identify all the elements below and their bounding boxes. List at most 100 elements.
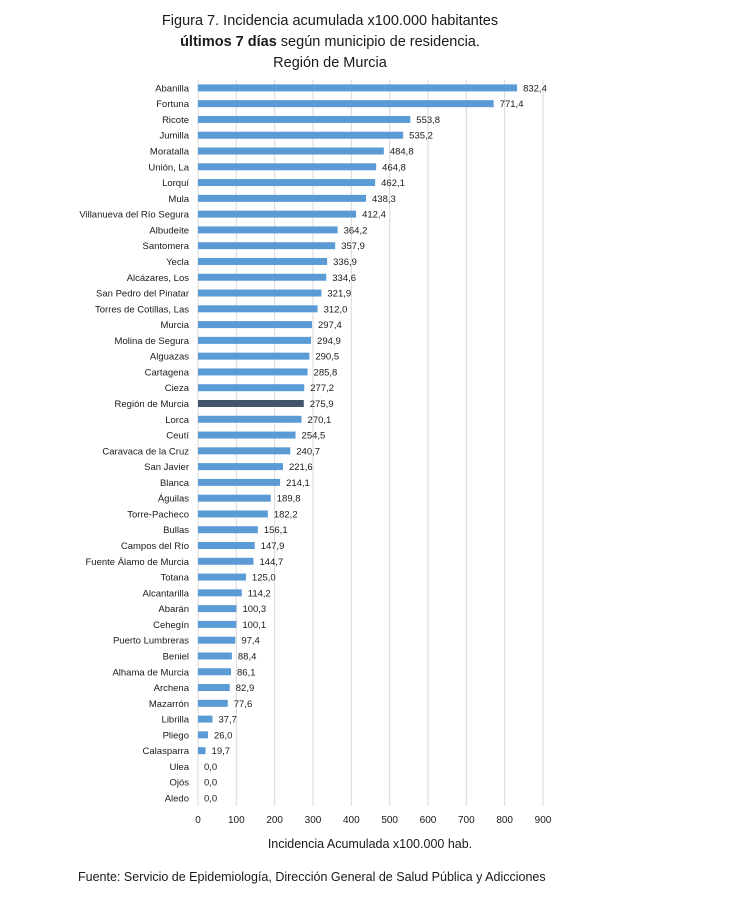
category-label: Moratalla bbox=[150, 147, 190, 158]
bar bbox=[198, 226, 338, 234]
category-label: Pliego bbox=[163, 730, 189, 741]
category-label: Abanilla bbox=[155, 83, 190, 94]
category-label: Albudeite bbox=[149, 225, 189, 236]
value-label: 285,8 bbox=[314, 367, 338, 378]
x-tick-label: 700 bbox=[458, 815, 475, 826]
bar bbox=[198, 510, 268, 518]
bar bbox=[198, 179, 376, 187]
value-label: 484,8 bbox=[390, 147, 414, 158]
bar bbox=[198, 305, 318, 313]
bar bbox=[198, 589, 242, 597]
x-tick-label: 500 bbox=[381, 815, 398, 826]
category-label: Cartagena bbox=[145, 367, 190, 378]
category-label: Lorca bbox=[165, 415, 189, 426]
gridlines bbox=[197, 80, 544, 806]
x-tick-label: 600 bbox=[420, 815, 437, 826]
value-label: 37,7 bbox=[218, 715, 237, 726]
bar bbox=[198, 478, 281, 486]
value-label: 464,8 bbox=[382, 162, 406, 173]
value-label: 832,4 bbox=[523, 83, 547, 94]
value-label: 294,9 bbox=[317, 336, 341, 347]
category-label: Fortuna bbox=[156, 99, 189, 110]
bar bbox=[198, 652, 232, 660]
value-label: 334,6 bbox=[332, 273, 356, 284]
value-label: 214,1 bbox=[286, 478, 310, 489]
value-labels: 832,4 771,4 553,8 535,2 484,8 464,8 462,1 438,3… bbox=[204, 83, 547, 804]
category-label: Torres de Cotillas, Las bbox=[95, 304, 189, 315]
category-label: Campos del Río bbox=[121, 541, 189, 552]
bar bbox=[198, 668, 232, 676]
x-tick-label: 800 bbox=[496, 815, 513, 826]
chart-title-line-3: Región de Murcia bbox=[273, 55, 387, 71]
value-label: 189,8 bbox=[277, 494, 301, 505]
bar bbox=[198, 447, 291, 455]
chart-title-line-2: últimos 7 días según municipio de reside… bbox=[0, 32, 660, 53]
category-label: Lorquí bbox=[162, 178, 189, 189]
bar bbox=[198, 321, 313, 329]
value-label: 0,0 bbox=[204, 778, 217, 789]
bar bbox=[198, 463, 283, 471]
chart-title-bold-part: últimos 7 días bbox=[180, 34, 277, 50]
value-label: 438,3 bbox=[372, 194, 396, 205]
value-label: 0,0 bbox=[204, 793, 217, 804]
category-label: Alguazas bbox=[150, 352, 189, 363]
value-label: 357,9 bbox=[341, 241, 365, 252]
category-label: Alhama de Murcia bbox=[112, 667, 189, 678]
value-label: 240,7 bbox=[296, 446, 320, 457]
bar bbox=[198, 431, 296, 439]
bar bbox=[198, 257, 328, 265]
bar bbox=[198, 415, 302, 423]
bar-chart: Abanilla Fortuna Ricote Jumilla Moratalla Uni… bbox=[79, 80, 552, 851]
x-tick-label: 200 bbox=[266, 815, 283, 826]
category-label: San Javier bbox=[144, 462, 189, 473]
category-label: Mula bbox=[168, 194, 189, 205]
value-label: 82,9 bbox=[236, 683, 255, 694]
x-tick-label: 300 bbox=[305, 815, 322, 826]
category-label: Ricote bbox=[162, 115, 189, 126]
category-label: Librilla bbox=[162, 715, 190, 726]
bar bbox=[198, 242, 336, 250]
bar bbox=[198, 636, 236, 644]
chart-title-rest: según municipio de residencia. bbox=[276, 34, 480, 50]
category-label: Ojós bbox=[169, 778, 189, 789]
value-label: 144,7 bbox=[259, 557, 283, 568]
value-label: 147,9 bbox=[261, 541, 285, 552]
category-label: Santomera bbox=[143, 241, 190, 252]
value-label: 364,2 bbox=[344, 225, 368, 236]
bar bbox=[198, 747, 206, 755]
bar bbox=[198, 336, 312, 344]
value-label: 114,2 bbox=[248, 588, 271, 599]
bar bbox=[198, 494, 271, 502]
category-label: Ulea bbox=[169, 762, 189, 773]
category-label: Cieza bbox=[165, 383, 190, 394]
x-tick-label: 400 bbox=[343, 815, 360, 826]
value-label: 77,6 bbox=[234, 699, 253, 710]
value-label: 321,9 bbox=[327, 289, 351, 300]
category-label: Villanueva del Río Segura bbox=[79, 210, 189, 221]
category-label: Blanca bbox=[160, 478, 190, 489]
value-label: 0,0 bbox=[204, 762, 217, 773]
bar bbox=[198, 399, 304, 407]
value-label: 277,2 bbox=[310, 383, 334, 394]
category-label: Cehegín bbox=[153, 620, 189, 631]
value-label: 97,4 bbox=[241, 636, 260, 647]
bar bbox=[198, 684, 230, 692]
category-label: Ceutí bbox=[166, 431, 189, 442]
bar bbox=[198, 147, 384, 155]
bar bbox=[198, 526, 258, 534]
bar bbox=[198, 84, 518, 92]
value-label: 312,0 bbox=[324, 304, 348, 315]
category-label: Archena bbox=[154, 683, 190, 694]
value-label: 336,9 bbox=[333, 257, 357, 268]
category-label: Calasparra bbox=[143, 746, 190, 757]
bars bbox=[198, 84, 518, 755]
category-label: Unión, La bbox=[148, 162, 189, 173]
x-tick-labels: 0 100 200 300 400 500 600 700 800 900 bbox=[195, 815, 552, 826]
bar bbox=[198, 273, 327, 281]
value-label: 275,9 bbox=[310, 399, 334, 410]
value-label: 290,5 bbox=[315, 352, 339, 363]
bar bbox=[198, 100, 494, 108]
bar bbox=[198, 194, 367, 202]
bar bbox=[198, 131, 404, 139]
bar bbox=[198, 715, 213, 723]
